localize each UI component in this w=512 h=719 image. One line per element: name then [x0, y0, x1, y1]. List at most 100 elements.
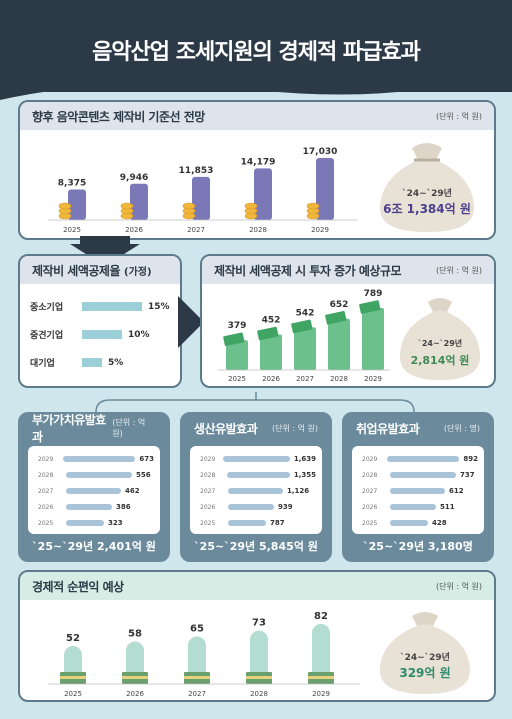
hbar-year-label: 2025 [200, 519, 216, 527]
net-benefit-unit: (단위 : 억 원) [435, 581, 482, 591]
connector-lines [95, 392, 415, 413]
hbar-row: 2029 892 [362, 452, 478, 466]
money-bag-icon-2 [399, 298, 481, 380]
hbar-value-label: 386 [116, 503, 131, 511]
tax-credit-value: 15% [148, 301, 170, 312]
header-wave [0, 60, 512, 100]
cash-band [184, 676, 210, 679]
hbar-row: 2026 939 [200, 500, 316, 514]
hbar-year-label: 2026 [200, 503, 216, 511]
hbar-year-label: 2028 [362, 471, 378, 479]
production-cost-card: 향후 음악콘텐츠 제작비 기준선 전망 (단위 : 억 원) 8,375 2025… [18, 100, 496, 240]
x-tick-label: 2027 [187, 226, 205, 234]
impact-card-unit: (단위 : 억 원) [271, 423, 318, 433]
hbar-value-label: 673 [139, 455, 154, 463]
hbar-row: 2025 323 [38, 516, 154, 530]
bar-2027 [294, 327, 316, 370]
hbar-2027 [66, 488, 121, 494]
hbar-2025 [228, 520, 266, 526]
hbar-row: 2026 511 [362, 500, 478, 514]
hbar-value-label: 939 [278, 503, 293, 511]
bar-value-label: 73 [252, 618, 266, 629]
right-arrow-icon [178, 296, 204, 348]
cash-icon [223, 332, 245, 347]
hbar-year-label: 2028 [200, 471, 216, 479]
hbar-row: 2025 428 [362, 516, 478, 530]
hbar-2027 [228, 488, 283, 494]
impact-card-unit: (단위 : 억 원) [112, 418, 146, 438]
investment-title: 제작비 세액공제 시 투자 증가 예상규모 [214, 263, 402, 278]
money-bag-icon-3 [379, 612, 471, 694]
hbar-value-label: 323 [108, 519, 123, 527]
impact-card-chart: 2029 1,639 2028 1,355 2027 1,126 2026 939 2025 78… [190, 446, 322, 534]
money-bag-icon [379, 143, 475, 232]
x-tick-label: 2029 [312, 690, 330, 698]
hbar-value-label: 428 [432, 519, 447, 527]
bar-value-label: 17,030 [303, 147, 338, 157]
hbar-year-label: 2025 [38, 519, 54, 527]
bar-value-label: 652 [330, 300, 349, 310]
bar-value-label: 65 [190, 623, 204, 634]
bar-value-label: 379 [228, 321, 247, 331]
hbar-value-label: 787 [270, 519, 285, 527]
cash-band [60, 676, 86, 679]
hbar-year-label: 2029 [362, 455, 378, 463]
impact-card-chart: 2029 892 2028 737 2027 612 2026 511 2025 428 [352, 446, 484, 534]
net-benefit-chart: 52 2025 58 2026 65 2027 73 2028 82 2029 [48, 611, 360, 698]
x-tick-label: 2027 [188, 690, 206, 698]
hbar-2026 [228, 504, 274, 510]
tax-credit-row: 중견기업 10% [30, 328, 150, 342]
x-tick-label: 2025 [63, 226, 81, 234]
hbar-value-label: 511 [440, 503, 455, 511]
bar-2026 [130, 183, 148, 220]
hbar-row: 2029 1,639 [200, 452, 316, 466]
production-cost-title: 향후 음악콘텐츠 제작비 기준선 전망 [32, 109, 205, 124]
cash-icon [359, 300, 381, 314]
hbar-row: 2027 1,126 [200, 484, 316, 498]
net-benefit-card: 경제적 순편익 예상 (단위 : 억 원) 52 2025 58 2026 65 2027… [18, 570, 496, 702]
hbar-row: 2025 787 [200, 516, 316, 530]
cash-icon [257, 326, 279, 341]
x-tick-label: 2028 [250, 690, 268, 698]
production-cost-chart: 8,375 2025 9,946 2026 11,853 2027 14,179 2028 17… [48, 147, 358, 234]
coin-icon [120, 202, 134, 210]
impact-card-chart: 2029 673 2028 556 2027 462 2026 386 2025 323 [28, 446, 160, 534]
hbar-year-label: 2027 [38, 487, 54, 495]
tax-credit-title-suffix: (가정) [124, 266, 152, 278]
production-cost-summary-period: `24~`29년 [402, 189, 452, 199]
impact-card-title: 취업유발효과 [356, 421, 420, 436]
hbar-year-label: 2025 [362, 519, 378, 527]
impact-card-unit: (단위 : 명) [443, 423, 480, 433]
tax-credit-value: 5% [108, 357, 124, 368]
bar-value-label: 58 [128, 629, 142, 640]
cash-icon [291, 319, 313, 334]
bar-value-label: 14,179 [241, 157, 276, 167]
hbar-value-label: 462 [125, 487, 140, 495]
hbar-2029 [223, 456, 290, 462]
investment-card: 제작비 세액공제 시 투자 증가 예상규모 (단위 : 억 원) 379 2025… [200, 254, 496, 388]
hbar-2028 [226, 472, 290, 478]
bar-value-label: 11,853 [179, 166, 214, 176]
hbar-value-label: 612 [449, 487, 464, 495]
bar-2029 [362, 308, 384, 370]
hbar-2028 [66, 472, 132, 478]
hbar-value-label: 737 [460, 471, 475, 479]
hbar-row: 2027 462 [38, 484, 154, 498]
bar-value-label: 9,946 [120, 173, 148, 183]
hbar-row: 2027 612 [362, 484, 478, 498]
bar-2028 [254, 168, 272, 220]
impact-card-summary: `25~`29년 5,845억 원 [194, 540, 318, 553]
tax-credit-row: 대기업 5% [30, 356, 124, 370]
investment-summary-period: `24~`29년 [417, 339, 463, 348]
bar-2025 [226, 340, 248, 370]
bar-2028 [250, 630, 268, 684]
impact-card: 부가가치유발효과 (단위 : 억 원) 2029 673 2028 556 2027 462 2… [18, 412, 170, 562]
tax-credit-bar [82, 302, 142, 311]
bar-2026 [260, 334, 282, 370]
impact-card-title: 부가가치유발효과 [32, 413, 106, 444]
tax-credit-value: 10% [128, 329, 150, 340]
hbar-2026 [66, 504, 112, 510]
hbar-value-label: 1,639 [293, 455, 316, 463]
x-tick-label: 2029 [311, 226, 329, 234]
bar-value-label: 789 [364, 289, 383, 299]
